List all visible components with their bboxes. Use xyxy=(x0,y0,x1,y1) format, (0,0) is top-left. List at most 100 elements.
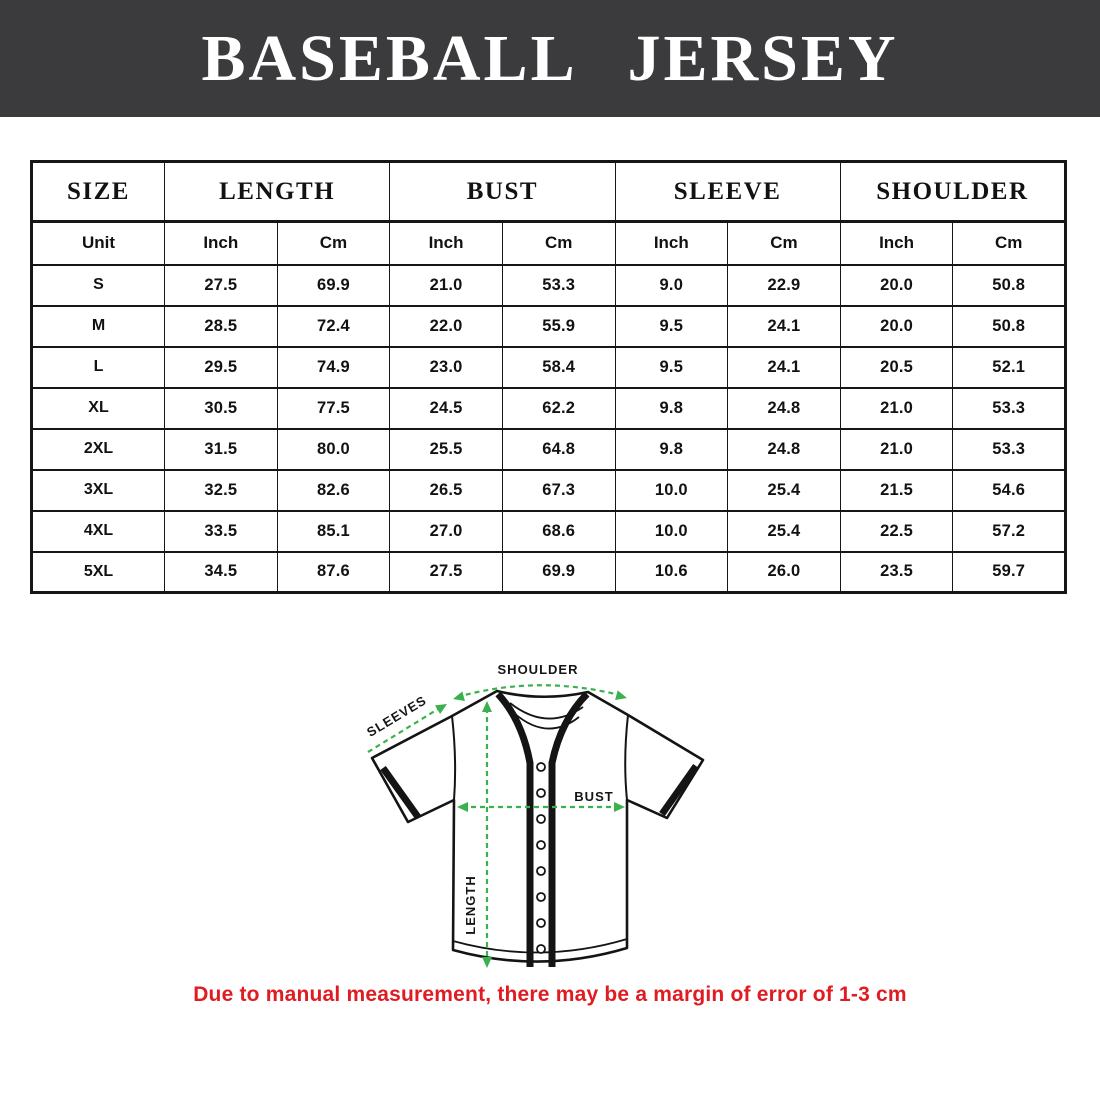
left-sleeve-seam xyxy=(451,715,457,801)
table-row: 3XL 32.5 82.6 26.5 67.3 10.0 25.4 21.5 54.6 xyxy=(31,468,1066,512)
measurement-value: 24.5 xyxy=(389,386,503,430)
arrowhead-icon xyxy=(434,704,447,714)
arrowhead-icon xyxy=(457,802,468,812)
unit-cm: Cm xyxy=(501,220,616,266)
table-row: 4XL 33.5 85.1 27.0 68.6 10.0 25.4 22.5 57.2 xyxy=(31,509,1066,553)
unit-inch: Inch xyxy=(839,220,954,266)
measurement-value: 53.3 xyxy=(501,263,616,307)
measurement-value: 53.3 xyxy=(952,427,1066,471)
size-chart-table: SIZE LENGTH BUST SLEEVE SHOULDER Unit In… xyxy=(30,160,1067,594)
measurement-value: 25.4 xyxy=(727,509,841,553)
table-row: M 28.5 72.4 22.0 55.9 9.5 24.1 20.0 50.8 xyxy=(31,304,1066,348)
measurement-value: 52.1 xyxy=(952,345,1066,389)
length-label: LENGTH xyxy=(463,875,478,934)
jersey-diagram: SHOULDER SLEEVES BUST LENGTH xyxy=(364,662,705,968)
measurement-value: 9.5 xyxy=(614,345,729,389)
measurement-value: 23.0 xyxy=(389,345,503,389)
measurement-value: 77.5 xyxy=(276,386,391,430)
size-label: 5XL xyxy=(31,550,165,594)
measurement-value: 29.5 xyxy=(164,345,278,389)
table-row: S 27.5 69.9 21.0 53.3 9.0 22.9 20.0 50.8 xyxy=(31,263,1066,307)
button xyxy=(536,944,546,954)
page-title: BASEBALL JERSEY xyxy=(201,21,899,95)
measurement-value: 10.0 xyxy=(614,509,729,553)
button xyxy=(536,814,546,824)
unit-cm: Cm xyxy=(276,220,391,266)
unit-header-row: Unit Inch Cm Inch Cm Inch Cm Inch Cm xyxy=(31,220,1066,266)
measurement-value: 24.8 xyxy=(727,386,841,430)
button xyxy=(536,918,546,928)
measurement-value: 67.3 xyxy=(501,468,616,512)
button xyxy=(536,892,546,902)
measurement-value: 9.8 xyxy=(614,427,729,471)
measurement-value: 21.0 xyxy=(389,263,503,307)
measurement-value: 9.8 xyxy=(614,386,729,430)
collar-inner-line xyxy=(513,712,580,730)
size-label: S xyxy=(31,263,165,307)
table-row: XL 30.5 77.5 24.5 62.2 9.8 24.8 21.0 53.3 xyxy=(31,386,1066,430)
button xyxy=(536,788,546,798)
measurement-value: 21.5 xyxy=(839,468,954,512)
size-label: M xyxy=(31,304,165,348)
unit-inch: Inch xyxy=(164,220,278,266)
measurement-value: 74.9 xyxy=(276,345,391,389)
arrowhead-icon xyxy=(482,701,492,712)
left-placket-band xyxy=(495,691,534,967)
arrowhead-icon xyxy=(482,957,492,968)
shoulder-measure-arrow xyxy=(453,684,627,701)
column-header-shoulder: SHOULDER xyxy=(839,160,1067,223)
measurement-value: 27.0 xyxy=(389,509,503,553)
measurement-value: 33.5 xyxy=(164,509,278,553)
arrowhead-icon xyxy=(615,690,627,700)
measurement-value: 59.7 xyxy=(952,550,1066,594)
right-sleeve-seam xyxy=(624,714,629,801)
button xyxy=(536,762,546,772)
unit-inch: Inch xyxy=(614,220,729,266)
measurement-value: 30.5 xyxy=(164,386,278,430)
button xyxy=(536,866,546,876)
measurement-value: 22.9 xyxy=(727,263,841,307)
measurement-value: 27.5 xyxy=(389,550,503,594)
unit-cm: Cm xyxy=(952,220,1066,266)
measurement-value: 20.5 xyxy=(839,345,954,389)
bust-label: BUST xyxy=(574,789,613,804)
measurement-value: 50.8 xyxy=(952,263,1066,307)
group-header-row: SIZE LENGTH BUST SLEEVE SHOULDER xyxy=(31,160,1067,223)
arrowhead-icon xyxy=(614,802,625,812)
measurement-value: 31.5 xyxy=(164,427,278,471)
bust-measure-arrow xyxy=(457,802,625,812)
measurement-value: 34.5 xyxy=(164,550,278,594)
arrowhead-icon xyxy=(453,691,465,701)
measurement-value: 55.9 xyxy=(501,304,616,348)
unit-cm: Cm xyxy=(727,220,841,266)
measurement-value: 21.0 xyxy=(839,427,954,471)
table-row: 2XL 31.5 80.0 25.5 64.8 9.8 24.8 21.0 53.3 xyxy=(31,427,1066,471)
column-header-sleeve: SLEEVE xyxy=(614,160,841,223)
measurement-value: 25.4 xyxy=(727,468,841,512)
measurement-value: 10.0 xyxy=(614,468,729,512)
shoulder-label: SHOULDER xyxy=(498,662,579,677)
measurement-value: 9.0 xyxy=(614,263,729,307)
measurement-value: 68.6 xyxy=(501,509,616,553)
measurement-disclaimer: Due to manual measurement, there may be … xyxy=(193,983,907,1006)
measurement-value: 26.0 xyxy=(727,550,841,594)
measurement-value: 87.6 xyxy=(276,550,391,594)
measurement-value: 69.9 xyxy=(276,263,391,307)
measurement-value: 80.0 xyxy=(276,427,391,471)
right-cuff-stripe xyxy=(659,763,699,817)
size-label: 3XL xyxy=(31,468,165,512)
measurement-value: 28.5 xyxy=(164,304,278,348)
measurement-value: 25.5 xyxy=(389,427,503,471)
size-label: L xyxy=(31,345,165,389)
table-row: 5XL 34.5 87.6 27.5 69.9 10.6 26.0 23.5 59.7 xyxy=(31,550,1066,594)
measurement-value: 23.5 xyxy=(839,550,954,594)
measurement-value: 57.2 xyxy=(952,509,1066,553)
left-cuff-stripe xyxy=(380,765,421,820)
measurement-value: 62.2 xyxy=(501,386,616,430)
title-banner: BASEBALL JERSEY xyxy=(0,0,1100,117)
size-label: XL xyxy=(31,386,165,430)
placket-buttons xyxy=(536,762,546,954)
length-measure-arrow xyxy=(482,701,492,968)
button xyxy=(536,840,546,850)
column-header-length: LENGTH xyxy=(163,160,391,223)
